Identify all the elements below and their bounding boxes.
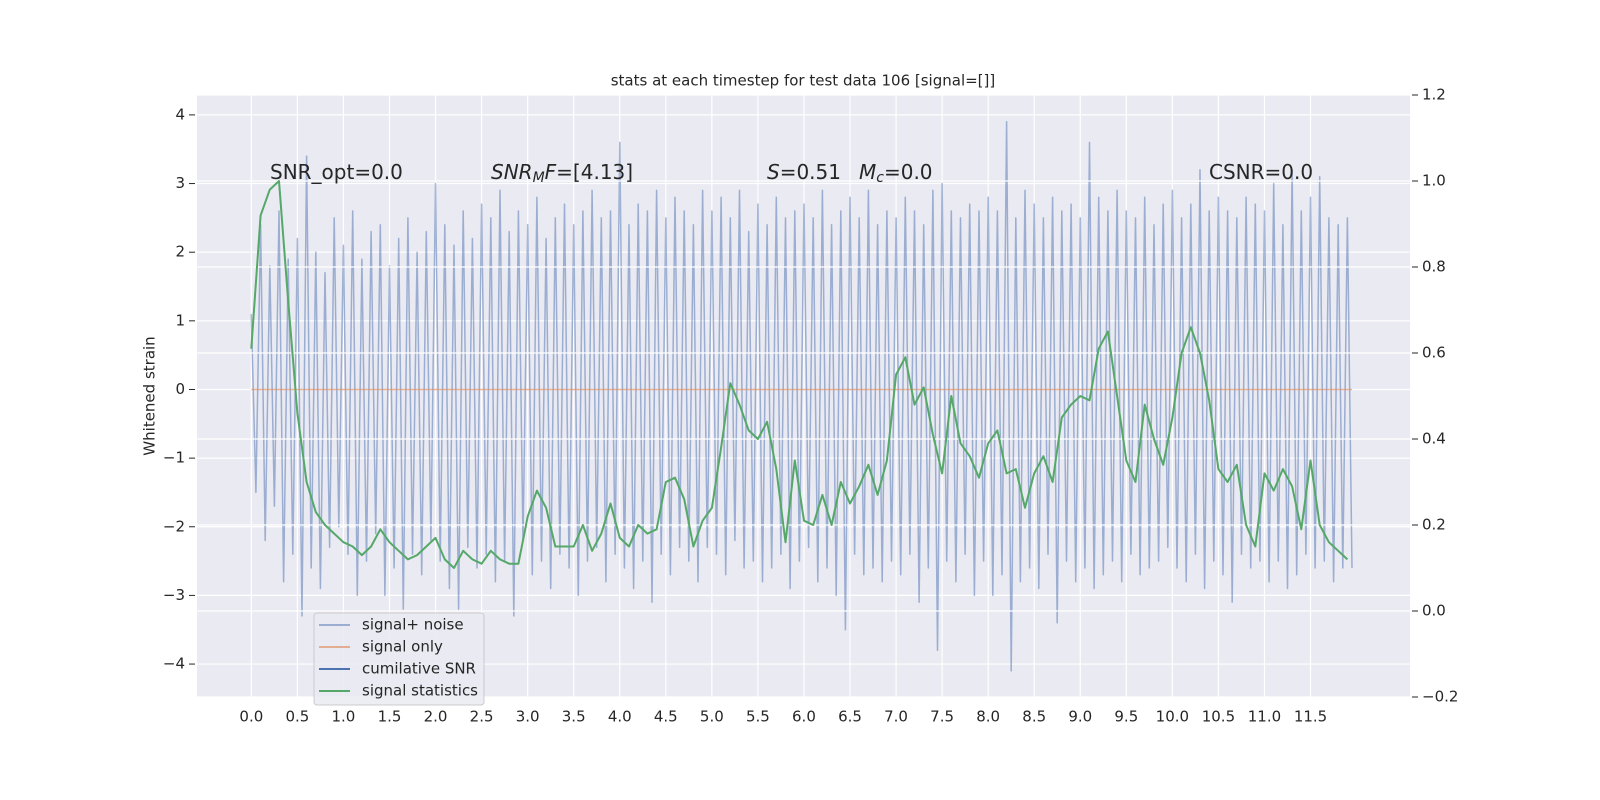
- annotation-part: F: [545, 160, 557, 184]
- x-tick-label: 1.5: [378, 708, 402, 726]
- y2-tick-label: 1.2: [1422, 86, 1446, 104]
- x-tick-label: 5.5: [746, 708, 770, 726]
- y2-tick-label: 0.8: [1422, 258, 1446, 276]
- annotation-part: =0.51: [780, 160, 841, 184]
- legend-label: signal only: [362, 638, 443, 656]
- y-tick-label: −4: [163, 655, 185, 673]
- annotation: SNRMF=[4.13]: [491, 160, 633, 187]
- y-tick-label: −1: [163, 449, 185, 467]
- x-tick-label: 7.0: [884, 708, 908, 726]
- annotation-part: =0.0: [884, 160, 933, 184]
- annotation-part: SNR: [491, 160, 533, 184]
- annotation-part: c: [876, 170, 884, 186]
- legend-box: [313, 612, 485, 706]
- y-axis-label: Whitened strain: [141, 336, 159, 455]
- x-tick-label: 10.0: [1156, 708, 1189, 726]
- x-tick-label: 2.0: [424, 708, 448, 726]
- x-tick-label: 0.5: [285, 708, 309, 726]
- y2-tick-label: 0.0: [1422, 602, 1446, 620]
- x-tick-label: 9.5: [1114, 708, 1138, 726]
- chart-title: stats at each timestep for test data 106…: [611, 72, 996, 90]
- y2-tick-label: 0.2: [1422, 516, 1446, 534]
- y2-tick-label: 0.4: [1422, 430, 1446, 448]
- annotation: CSNR=0.0: [1209, 160, 1313, 184]
- series-line: [250, 180, 1349, 569]
- y-tick-label: 0: [175, 380, 185, 398]
- y-tick-label: 3: [175, 174, 185, 192]
- y-tick-label: −2: [163, 517, 185, 535]
- x-tick-label: 3.0: [516, 708, 540, 726]
- y2-tick-label: 1.0: [1422, 172, 1446, 190]
- x-tick-label: 1.0: [332, 708, 356, 726]
- y-tick-label: 4: [175, 105, 185, 123]
- x-tick-label: 6.5: [838, 708, 862, 726]
- x-tick-label: 0.0: [239, 708, 263, 726]
- x-tick-label: 11.0: [1248, 708, 1281, 726]
- y-tick-label: 2: [175, 243, 185, 261]
- series-line: [250, 121, 1353, 672]
- annotation: Mc=0.0: [859, 160, 933, 187]
- x-tick-label: 10.5: [1202, 708, 1235, 726]
- x-tick-label: 8.5: [1022, 708, 1046, 726]
- annotation-part: SNR_opt=0.0: [270, 160, 403, 184]
- legend-label: cumilative SNR: [362, 660, 476, 678]
- x-tick-label: 4.0: [608, 708, 632, 726]
- y-tick-label: −3: [163, 586, 185, 604]
- x-tick-label: 2.5: [470, 708, 494, 726]
- annotation-part: S: [767, 160, 780, 184]
- y2-tick-label: 0.6: [1422, 344, 1446, 362]
- annotation: S=0.51: [767, 160, 841, 184]
- annotation: SNR_opt=0.0: [270, 160, 403, 184]
- annotation-part: =[4.13]: [556, 160, 633, 184]
- x-tick-label: 9.0: [1068, 708, 1092, 726]
- x-tick-label: 5.0: [700, 708, 724, 726]
- x-tick-label: 7.5: [930, 708, 954, 726]
- x-tick-label: 8.0: [976, 708, 1000, 726]
- x-tick-label: 6.0: [792, 708, 816, 726]
- legend-label: signal statistics: [362, 682, 478, 700]
- y2-tick-label: −0.2: [1422, 688, 1458, 706]
- y-tick-label: 1: [175, 311, 185, 329]
- annotation-part: M: [533, 170, 545, 186]
- annotation-part: CSNR=0.0: [1209, 160, 1313, 184]
- x-tick-label: 3.5: [562, 708, 586, 726]
- legend-label: signal+ noise: [362, 616, 464, 634]
- x-tick-label: 4.5: [654, 708, 678, 726]
- x-tick-label: 11.5: [1294, 708, 1327, 726]
- annotation-part: M: [859, 160, 876, 184]
